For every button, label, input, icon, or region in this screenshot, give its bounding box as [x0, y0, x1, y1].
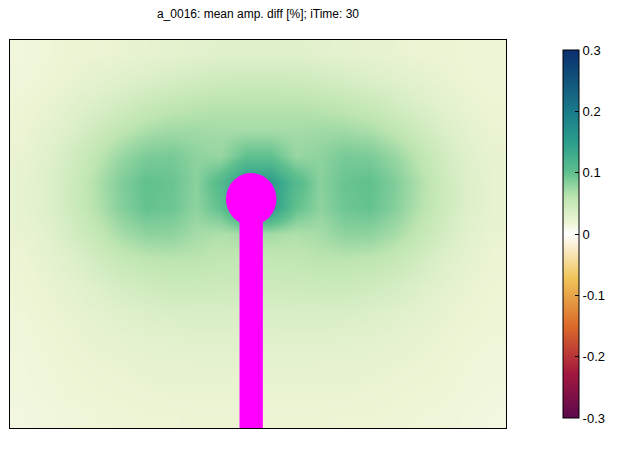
- svg-text:a_0016: mean amp. diff [%]; iT: a_0016: mean amp. diff [%]; iTime: 30: [157, 7, 359, 21]
- svg-text:-0.1: -0.1: [583, 288, 605, 303]
- svg-text:0.1: 0.1: [583, 165, 601, 180]
- svg-text:-0.3: -0.3: [583, 411, 605, 426]
- svg-text:0.3: 0.3: [583, 43, 601, 58]
- svg-text:0.2: 0.2: [583, 104, 601, 119]
- svg-text:-0.2: -0.2: [583, 349, 605, 364]
- svg-text:0: 0: [583, 227, 590, 242]
